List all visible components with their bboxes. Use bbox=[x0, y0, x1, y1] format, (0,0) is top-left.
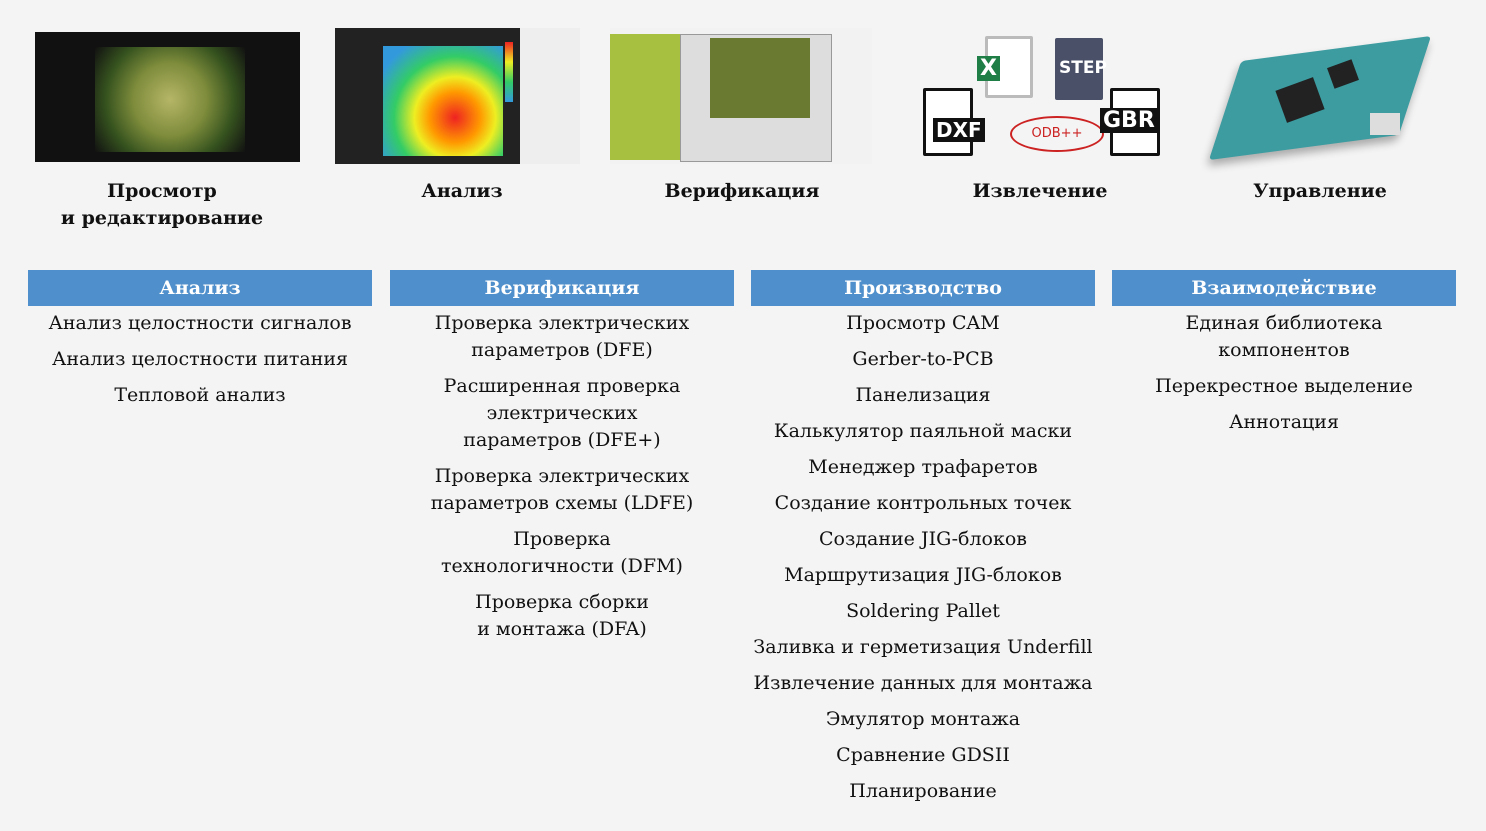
list-item: Маршрутизация JIG-блоков bbox=[784, 564, 1062, 586]
odb-logo: ODB++ bbox=[1010, 116, 1104, 152]
column-header: Взаимодействие bbox=[1112, 270, 1456, 306]
caption-view-edit: Просмотр и редактирование bbox=[60, 180, 264, 229]
list-item: Сравнение GDSII bbox=[836, 744, 1010, 766]
list-item: Gerber-to-PCB bbox=[852, 348, 994, 370]
list-item: Перекрестное выделение bbox=[1155, 375, 1413, 397]
column-analysis: Анализ Анализ целостности сигналов Анализ … bbox=[28, 270, 372, 418]
caption-management: Управление bbox=[1253, 180, 1387, 202]
list-item: Создание контрольных точек bbox=[774, 492, 1072, 514]
list-item: Калькулятор паяльной маски bbox=[773, 420, 1073, 442]
feature-list: Проверка электрических параметров (DFE) Р… bbox=[390, 306, 734, 643]
list-item: Расширенная проверка электрических парам… bbox=[443, 375, 681, 451]
gbr-label: GBR bbox=[1100, 108, 1158, 133]
list-item: Тепловой анализ bbox=[114, 384, 286, 406]
list-item: Создание JIG-блоков bbox=[818, 528, 1027, 550]
column-production: Производство Просмотр CAM Gerber-to-PCB Пан… bbox=[751, 270, 1095, 814]
feature-list: Просмотр CAM Gerber-to-PCB Панелизация Каль… bbox=[751, 306, 1095, 805]
caption-analysis: Анализ bbox=[421, 180, 503, 202]
caption-extraction: Извлечение bbox=[972, 180, 1108, 202]
list-item: Проверка электрических параметров схемы … bbox=[430, 465, 694, 514]
verification-screenshot bbox=[610, 28, 872, 164]
column-header: Верификация bbox=[390, 270, 734, 306]
step-label: STEP bbox=[1059, 58, 1107, 78]
pcb-layout-screenshot bbox=[35, 32, 300, 162]
column-interaction: Взаимодействие Единая библиотека компонен… bbox=[1112, 270, 1456, 445]
list-item: Панелизация bbox=[855, 384, 991, 406]
list-item: Анализ целостности сигналов bbox=[48, 312, 352, 334]
list-item: Менеджер трафаретов bbox=[808, 456, 1038, 478]
list-item: Эмулятор монтажа bbox=[825, 708, 1021, 730]
feature-list: Анализ целостности сигналов Анализ целост… bbox=[28, 306, 372, 409]
column-header: Анализ bbox=[28, 270, 372, 306]
list-item: Проверка сборки и монтажа (DFA) bbox=[475, 591, 649, 640]
column-verification: Верификация Проверка электрических параме… bbox=[390, 270, 734, 652]
dxf-label: DXF bbox=[933, 118, 985, 142]
feature-list: Единая библиотека компонентов Перекрестно… bbox=[1112, 306, 1456, 436]
list-item: Проверка электрических параметров (DFE) bbox=[434, 312, 690, 361]
list-item: Soldering Pallet bbox=[846, 600, 1000, 622]
pcb-board-3d bbox=[1200, 28, 1450, 164]
list-item: Планирование bbox=[849, 780, 997, 802]
step-icon bbox=[1055, 38, 1103, 100]
excel-x-label: X bbox=[977, 56, 1000, 81]
list-item: Проверка технологичности (DFM) bbox=[441, 528, 683, 577]
file-format-icons: X STEP DXF ODB++ GBR bbox=[915, 28, 1165, 164]
caption-verification: Верификация bbox=[664, 180, 820, 202]
thermal-map-screenshot bbox=[335, 28, 580, 164]
list-item: Просмотр CAM bbox=[846, 312, 1000, 334]
list-item: Заливка и герметизация Underfill bbox=[753, 636, 1093, 658]
list-item: Единая библиотека компонентов bbox=[1185, 312, 1383, 361]
list-item: Аннотация bbox=[1229, 411, 1339, 433]
list-item: Анализ целостности питания bbox=[51, 348, 349, 370]
column-header: Производство bbox=[751, 270, 1095, 306]
list-item: Извлечение данных для монтажа bbox=[753, 672, 1093, 694]
